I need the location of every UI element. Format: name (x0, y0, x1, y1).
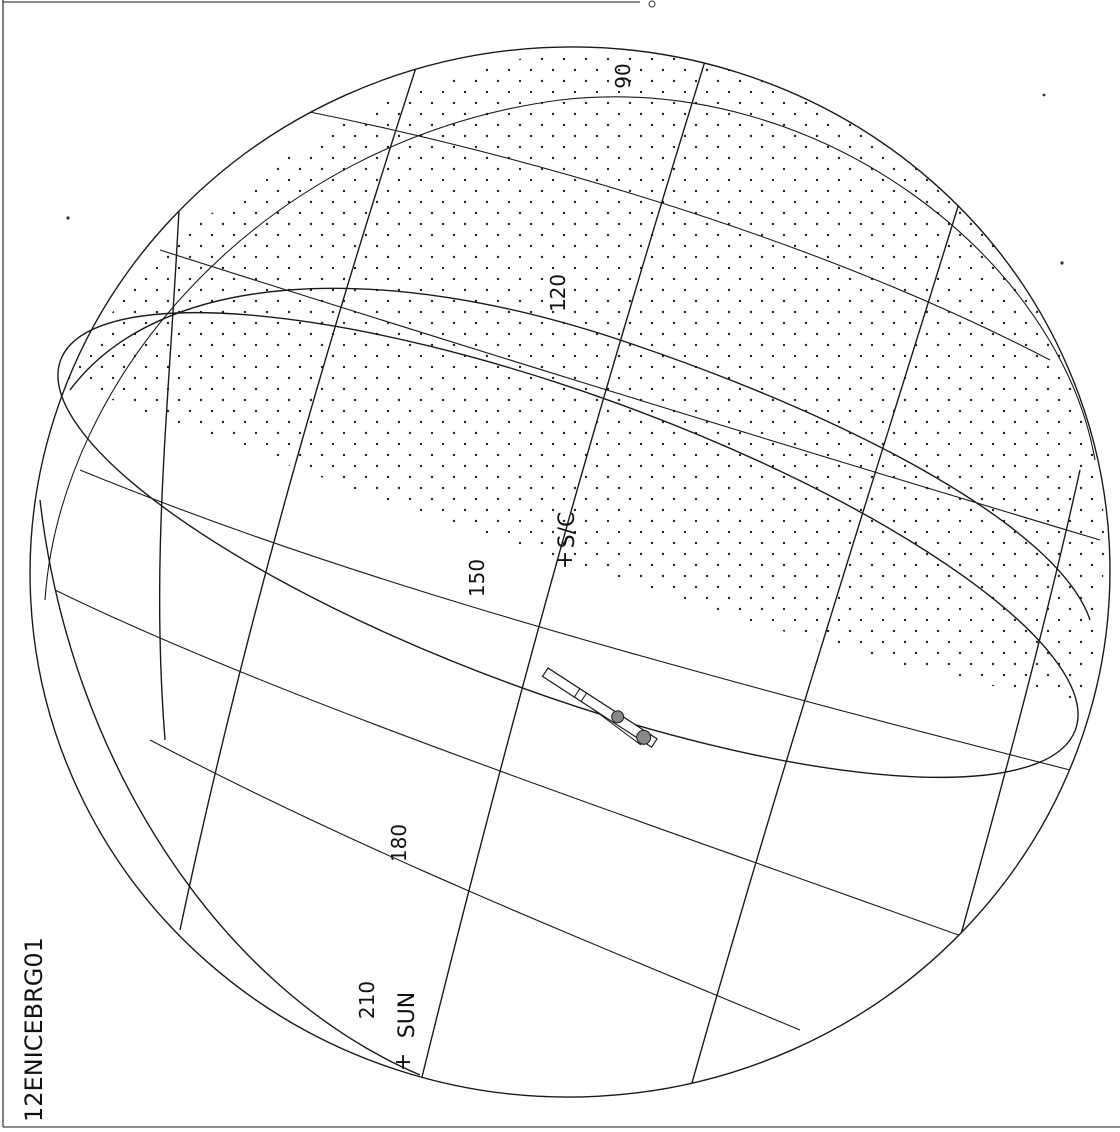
globe-outline (29, 46, 1111, 1098)
longitude-label-120: 120 (546, 274, 570, 312)
longitude-label-210: 210 (355, 981, 379, 1019)
limb-ring (44, 96, 1096, 601)
sun-label: SUN (395, 992, 420, 1039)
star-dot (1060, 261, 1064, 265)
terminator-ring (39, 499, 421, 1076)
longitude-label-180: 180 (387, 824, 411, 862)
spacecraft-cross: + (553, 551, 578, 569)
observation-id-label: 12ENICEBRG01 (20, 937, 48, 1122)
spacecraft-icon (541, 667, 658, 749)
sun-cross: + (391, 1053, 416, 1071)
star-dot (66, 216, 70, 220)
star-dot (1042, 93, 1046, 97)
longitude-label-90: 90 (611, 63, 635, 88)
ring-plane-ellipse (57, 311, 1079, 779)
longitude-label-150: 150 (465, 559, 489, 597)
shaded-region (60, 49, 1105, 701)
spacecraft-label: S/C (555, 512, 580, 549)
star-dot (648, 0, 656, 8)
